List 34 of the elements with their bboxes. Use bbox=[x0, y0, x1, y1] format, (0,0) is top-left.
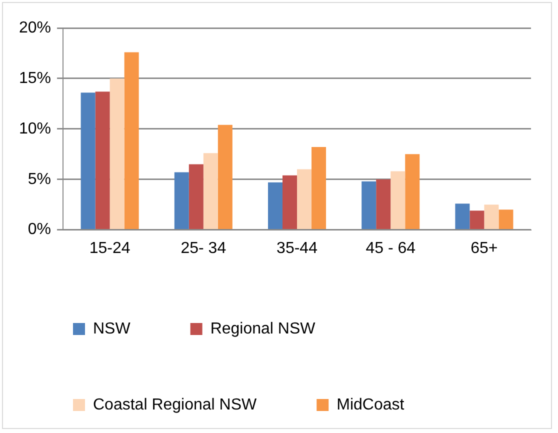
x-tick-label: 65+ bbox=[470, 240, 498, 257]
bar bbox=[405, 154, 420, 230]
x-tick-label: 25- 34 bbox=[180, 240, 226, 257]
bar bbox=[390, 171, 406, 230]
y-tick-label: 10% bbox=[18, 120, 52, 138]
bar bbox=[282, 175, 298, 230]
y-tick-label: 15% bbox=[18, 70, 52, 87]
bar bbox=[362, 181, 376, 230]
legend-label: Coastal Regional NSW bbox=[93, 396, 258, 414]
x-tick-label: 45 - 64 bbox=[366, 240, 416, 257]
y-tick-label: 0% bbox=[28, 221, 52, 238]
bar bbox=[203, 153, 218, 230]
bar bbox=[297, 169, 312, 230]
x-tick-label: 35-44 bbox=[276, 240, 318, 257]
bar bbox=[218, 124, 232, 230]
bar bbox=[376, 179, 391, 230]
legend-label: NSW bbox=[93, 320, 132, 338]
bar bbox=[498, 210, 514, 230]
bar bbox=[312, 147, 326, 230]
bar bbox=[188, 164, 204, 230]
bar bbox=[95, 92, 110, 230]
bar bbox=[470, 210, 484, 230]
bar bbox=[80, 92, 96, 230]
legend-label: Regional NSW bbox=[210, 320, 316, 338]
legend-label: MidCoast bbox=[336, 396, 405, 414]
bar bbox=[124, 52, 139, 230]
y-tick-label: 5% bbox=[28, 170, 52, 188]
bar bbox=[174, 172, 189, 230]
bar bbox=[268, 182, 283, 230]
bar bbox=[110, 78, 124, 230]
y-tick-label: 20% bbox=[18, 19, 52, 36]
x-tick-label: 15-24 bbox=[89, 240, 130, 257]
bar bbox=[484, 204, 499, 230]
bar bbox=[455, 204, 470, 230]
